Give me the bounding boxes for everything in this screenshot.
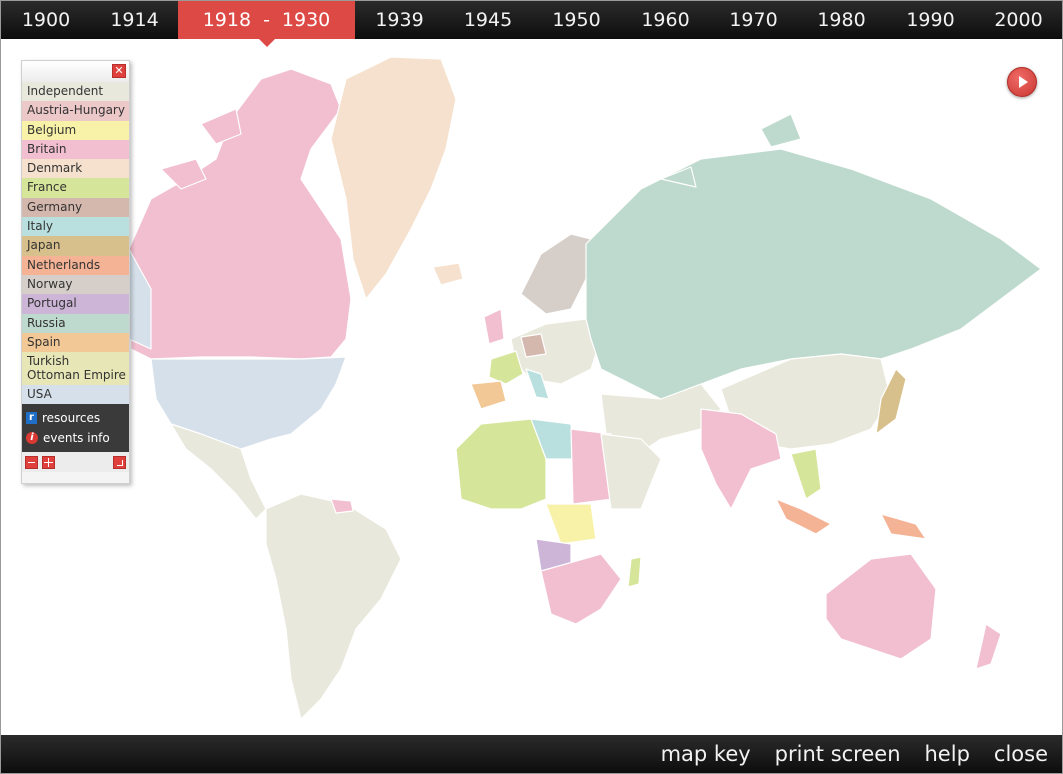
map-territories bbox=[128, 56, 1042, 720]
greenland[interactable] bbox=[330, 56, 457, 300]
active-separator: - bbox=[263, 9, 270, 31]
legend-item-austria-hungary: Austria-Hungary bbox=[22, 101, 129, 121]
canada[interactable] bbox=[128, 68, 352, 360]
resources-icon: r bbox=[26, 412, 37, 425]
world-map[interactable] bbox=[1, 39, 1062, 735]
germany-region[interactable] bbox=[520, 333, 547, 358]
resources-label: resources bbox=[42, 411, 101, 426]
legend-item-denmark: Denmark bbox=[22, 159, 129, 179]
legend-links: r resources i events info bbox=[22, 404, 129, 453]
legend-header: ✕ bbox=[22, 61, 129, 82]
info-icon: i bbox=[26, 432, 38, 445]
legend-list: Independent Austria-Hungary Belgium Brit… bbox=[22, 82, 129, 405]
legend-item-spain: Spain bbox=[22, 332, 129, 353]
legend-item-independent: Independent bbox=[22, 82, 129, 102]
france-europe[interactable] bbox=[488, 350, 524, 385]
close-icon[interactable]: ✕ bbox=[112, 64, 126, 78]
southern-africa[interactable] bbox=[540, 553, 622, 625]
legend-item-belgium: Belgium bbox=[22, 120, 129, 140]
south-america[interactable] bbox=[265, 493, 402, 720]
year-1914[interactable]: 1914 bbox=[110, 9, 159, 31]
year-1950[interactable]: 1950 bbox=[552, 9, 601, 31]
guianas[interactable] bbox=[330, 498, 354, 514]
map-key-button[interactable]: map key bbox=[660, 742, 751, 766]
active-start-label: 1918 bbox=[202, 9, 252, 31]
italy[interactable] bbox=[525, 368, 550, 400]
russia-arctic-islands[interactable] bbox=[660, 113, 802, 188]
year-1900[interactable]: 1900 bbox=[21, 9, 71, 31]
legend-item-germany: Germany bbox=[22, 197, 129, 218]
britain-isles[interactable] bbox=[483, 308, 505, 345]
bottom-toolbar: map key print screen help close bbox=[1, 735, 1062, 773]
russia[interactable] bbox=[585, 148, 1042, 400]
legend-footer bbox=[22, 452, 129, 473]
new-zealand[interactable] bbox=[975, 623, 1002, 670]
resources-link[interactable]: r resources bbox=[22, 408, 129, 428]
legend-item-netherlands: Netherlands bbox=[22, 255, 129, 275]
legend-item-usa: USA bbox=[22, 385, 129, 405]
japan[interactable] bbox=[875, 368, 907, 435]
spain[interactable] bbox=[470, 380, 507, 410]
dutch-east-indies[interactable] bbox=[775, 498, 927, 540]
timeline-bar: 1900 1914 1918-1930 1939 1945 1950 1960 … bbox=[1, 1, 1062, 47]
year-2000[interactable]: 2000 bbox=[994, 9, 1043, 31]
legend-item-turkish-ottoman-empire: Turkish Ottoman Empire bbox=[22, 352, 129, 386]
expand-icon[interactable] bbox=[42, 456, 55, 470]
minimize-icon[interactable] bbox=[25, 456, 38, 470]
legend-item-japan: Japan bbox=[22, 236, 129, 256]
legend-item-norway: Norway bbox=[22, 274, 129, 295]
print-screen-button[interactable]: print screen bbox=[774, 742, 901, 766]
legend-item-russia: Russia bbox=[22, 313, 129, 333]
africa-north-west[interactable] bbox=[455, 418, 547, 510]
legend-item-italy: Italy bbox=[22, 217, 129, 237]
indochina[interactable] bbox=[790, 448, 822, 500]
congo-belgium[interactable] bbox=[545, 503, 597, 545]
year-1918-1930[interactable]: 1918-1930 bbox=[178, 1, 355, 47]
madagascar[interactable] bbox=[627, 556, 642, 588]
year-1945[interactable]: 1945 bbox=[463, 9, 513, 31]
resize-handle-icon[interactable] bbox=[113, 456, 126, 470]
legend-item-france: France bbox=[22, 178, 129, 198]
events-info-link[interactable]: i events info bbox=[22, 428, 129, 448]
year-1939[interactable]: 1939 bbox=[375, 9, 424, 31]
year-1970[interactable]: 1970 bbox=[729, 9, 778, 31]
year-1990[interactable]: 1990 bbox=[906, 9, 955, 31]
help-button[interactable]: help bbox=[924, 742, 970, 766]
australia[interactable] bbox=[825, 553, 937, 660]
scandinavia[interactable] bbox=[520, 233, 592, 315]
usa[interactable] bbox=[150, 356, 347, 450]
play-icon[interactable] bbox=[1007, 67, 1037, 97]
year-1980[interactable]: 1980 bbox=[817, 9, 866, 31]
india[interactable] bbox=[700, 408, 782, 510]
close-button[interactable]: close bbox=[993, 742, 1048, 766]
year-1960[interactable]: 1960 bbox=[641, 9, 690, 31]
east-africa[interactable] bbox=[600, 433, 662, 510]
events-info-label: events info bbox=[43, 431, 110, 446]
map-key-panel: ✕ Independent Austria-Hungary Belgium Br… bbox=[21, 60, 130, 484]
active-end-label: 1930 bbox=[281, 9, 331, 31]
iceland[interactable] bbox=[432, 262, 464, 286]
mexico[interactable] bbox=[170, 423, 267, 520]
legend-item-britain: Britain bbox=[22, 139, 129, 160]
legend-item-portugal: Portugal bbox=[22, 294, 129, 314]
canada-islands[interactable] bbox=[160, 108, 242, 190]
